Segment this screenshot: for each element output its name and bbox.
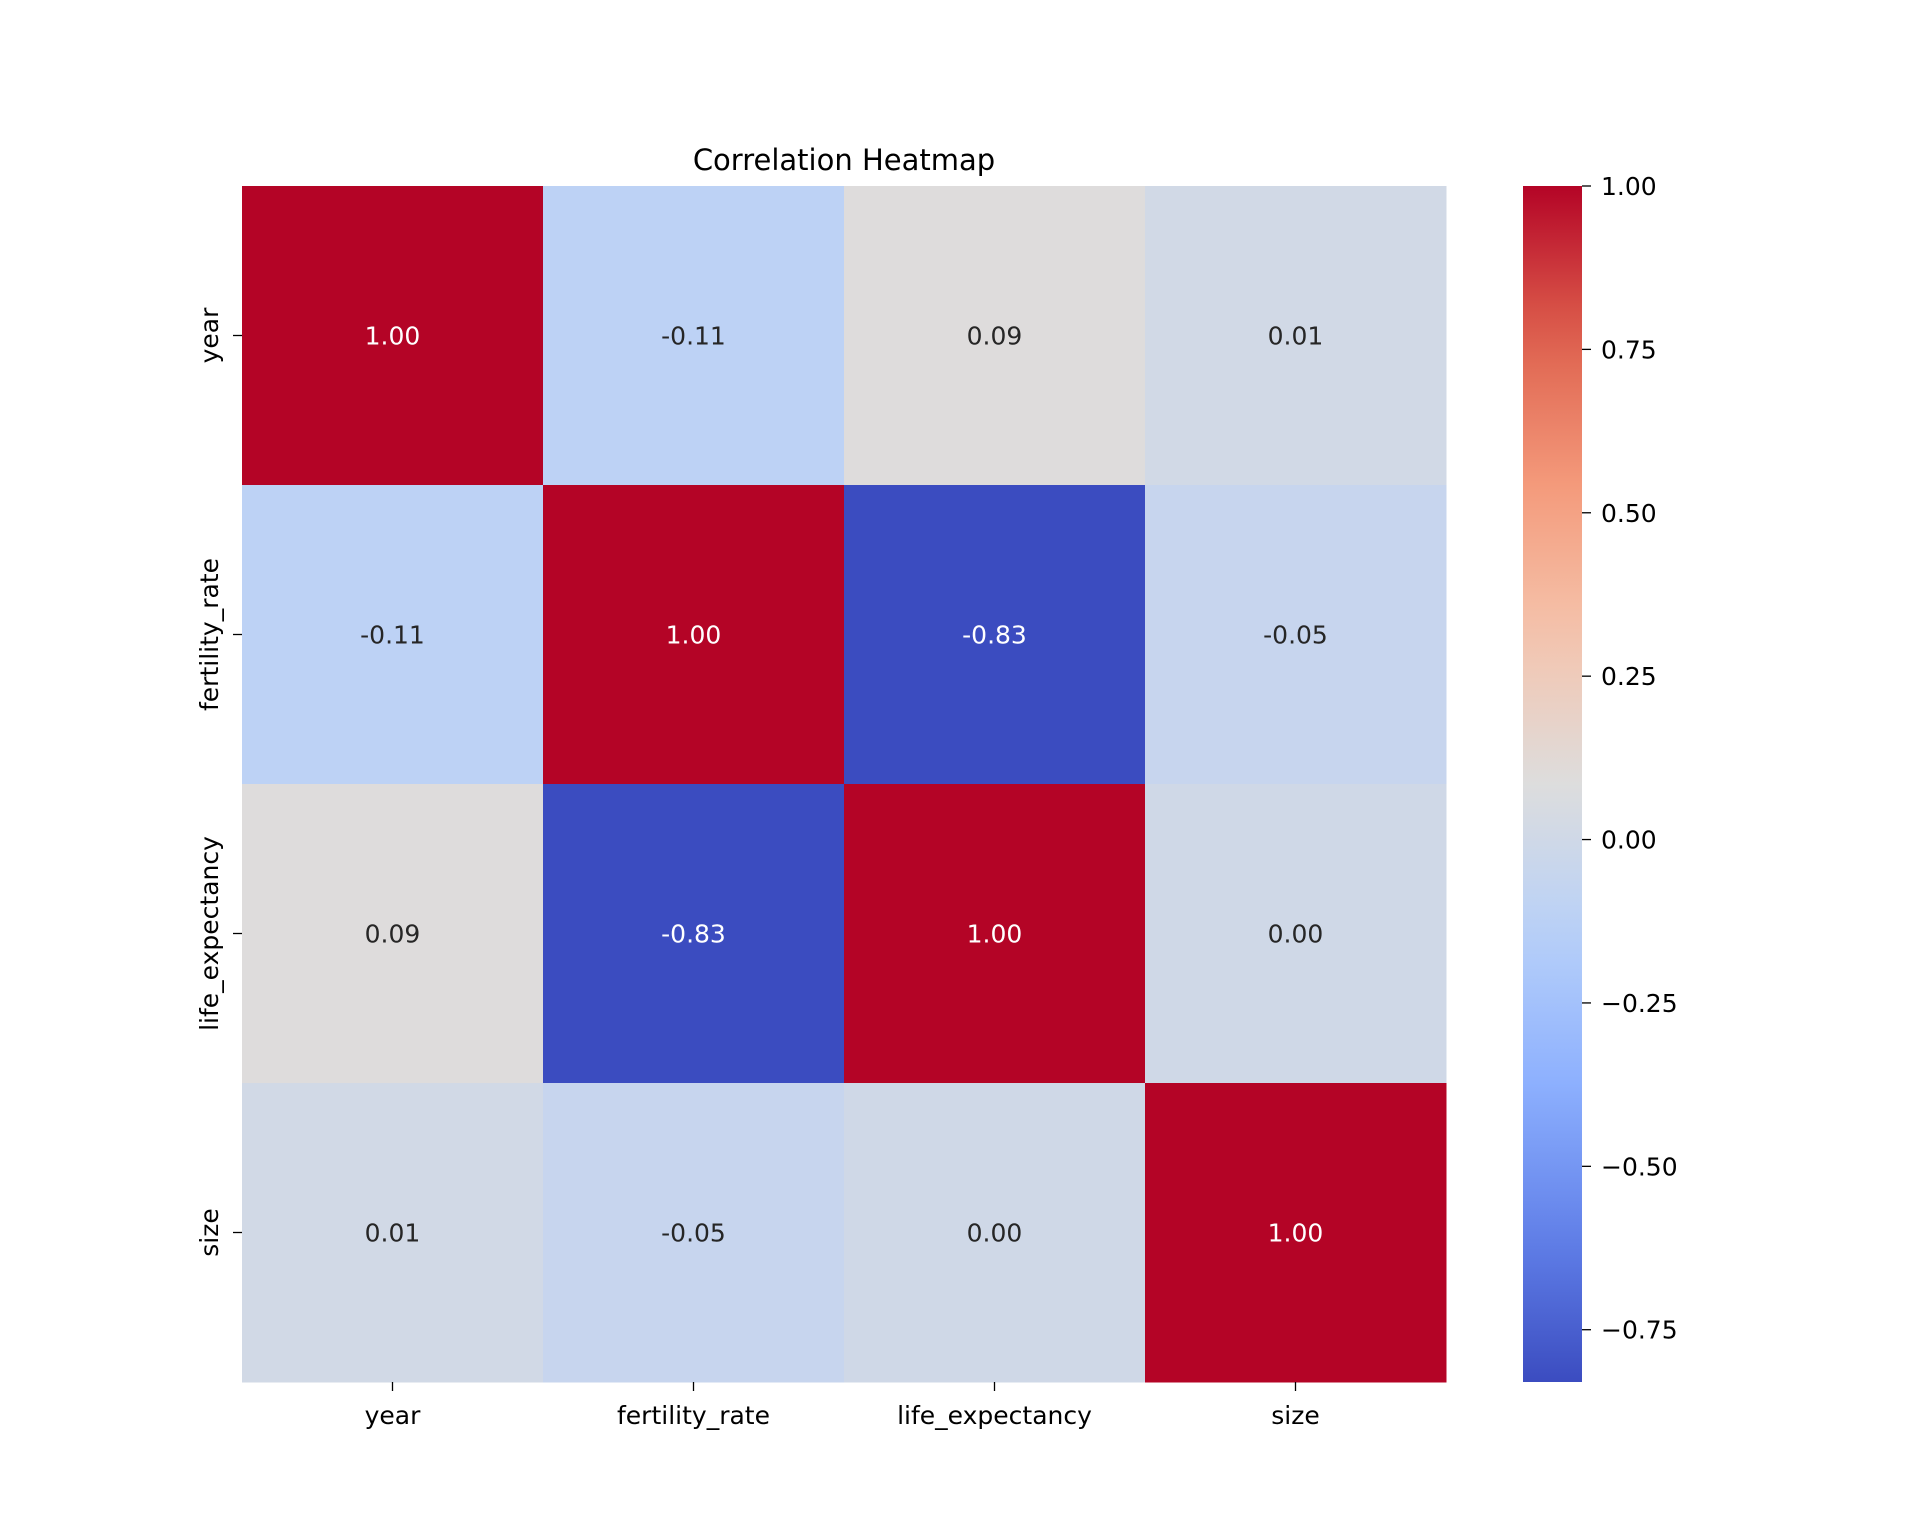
colorbar-tick-label: 0.25 <box>1601 662 1657 691</box>
cell-value-label: -0.83 <box>661 920 726 949</box>
cell-value-label: -0.05 <box>1263 621 1328 650</box>
heatmap-cell <box>1145 1083 1447 1383</box>
cell-value-label: 1.00 <box>365 322 421 351</box>
cell-value-label: 0.09 <box>365 920 421 949</box>
cell-value-label: 1.00 <box>1268 1219 1324 1248</box>
colorbar-gradient <box>1523 186 1582 1382</box>
heatmap-cell <box>1145 186 1447 486</box>
cell-value-label: 1.00 <box>666 621 722 650</box>
heatmap-cell <box>844 784 1146 1084</box>
cell-value-label: 1.00 <box>967 920 1023 949</box>
colorbar-tick-label: 0.00 <box>1601 826 1657 855</box>
x-axis: year fertility_rate life_expectancy size <box>365 1382 1320 1430</box>
heatmap-cell <box>1145 784 1447 1084</box>
heatmap-cell <box>844 1083 1146 1383</box>
colorbar-tick-label: 0.50 <box>1601 499 1657 528</box>
cell-value-label: 0.01 <box>365 1219 421 1248</box>
y-tick-label: year <box>195 307 224 363</box>
x-tick-label: year <box>365 1401 421 1430</box>
heatmap-cell <box>543 784 845 1084</box>
y-tick-label: fertility_rate <box>195 558 224 711</box>
chart-title: Correlation Heatmap <box>693 143 995 177</box>
colorbar-tick-label: 0.75 <box>1601 335 1657 364</box>
heatmap-cells <box>242 186 1447 1383</box>
colorbar: 1.00 0.75 0.50 0.25 0.00 −0.25 −0.50 −0.75 <box>1523 172 1678 1382</box>
cell-value-label: 0.00 <box>1268 920 1324 949</box>
cell-value-label: -0.11 <box>360 621 425 650</box>
heatmap-cell <box>844 186 1146 486</box>
heatmap-cell-labels: 1.00 -0.11 0.09 0.01 -0.11 1.00 -0.83 -0.05 0.09… <box>360 322 1328 1248</box>
colorbar-tick-label: −0.75 <box>1601 1316 1678 1345</box>
y-tick-label: life_expectancy <box>195 836 224 1031</box>
cell-value-label: 0.00 <box>967 1219 1023 1248</box>
cell-value-label: 0.09 <box>967 322 1023 351</box>
x-tick-label: fertility_rate <box>617 1401 770 1430</box>
colorbar-tick-label: 1.00 <box>1601 172 1657 201</box>
heatmap-cell <box>242 1083 544 1383</box>
heatmap-cell <box>543 186 845 486</box>
heatmap-cell <box>1145 485 1447 785</box>
heatmap-cell <box>543 1083 845 1383</box>
x-tick-label: size <box>1271 1401 1319 1430</box>
heatmap-cell <box>242 784 544 1084</box>
cell-value-label: -0.05 <box>661 1219 726 1248</box>
heatmap-cell <box>242 485 544 785</box>
heatmap-cell <box>242 186 544 486</box>
cell-value-label: 0.01 <box>1268 322 1324 351</box>
x-tick-label: life_expectancy <box>897 1401 1092 1430</box>
heatmap-cell <box>543 485 845 785</box>
heatmap-cell <box>844 485 1146 785</box>
y-tick-label: size <box>195 1208 224 1256</box>
colorbar-tick-label: −0.50 <box>1601 1152 1678 1181</box>
colorbar-tick-label: −0.25 <box>1601 989 1678 1018</box>
cell-value-label: -0.11 <box>661 322 726 351</box>
cell-value-label: -0.83 <box>962 621 1027 650</box>
